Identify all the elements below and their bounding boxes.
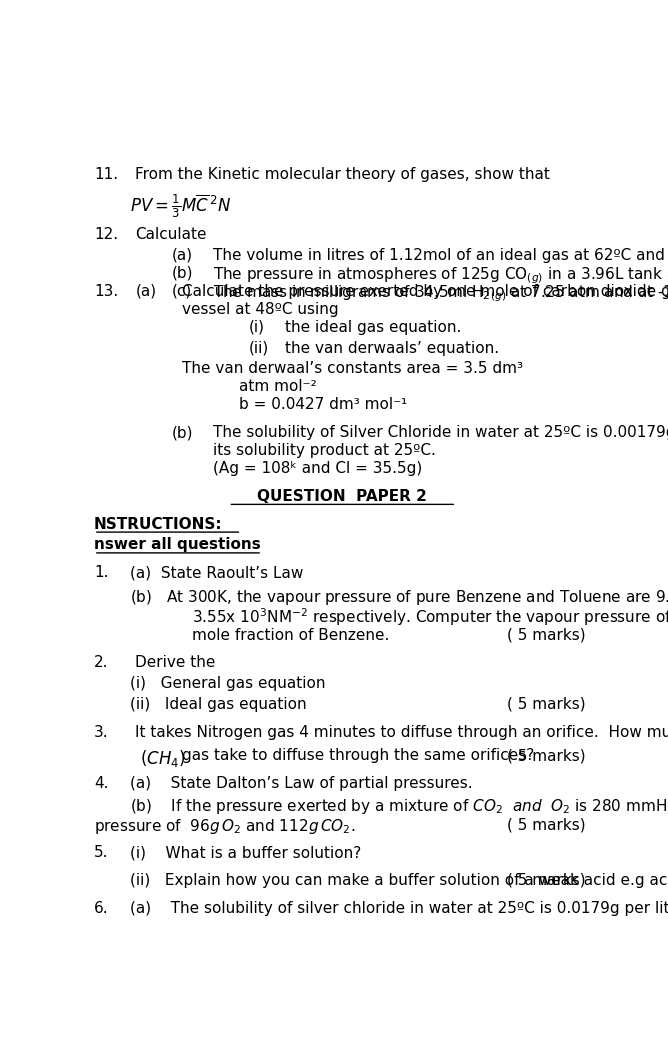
Text: NSTRUCTIONS:: NSTRUCTIONS: [94, 517, 222, 532]
Text: (b): (b) [172, 425, 193, 440]
Text: (a)    The solubility of silver chloride in water at 25ºC is 0.0179g per litre. : (a) The solubility of silver chloride in… [130, 900, 668, 916]
Text: 11.: 11. [94, 167, 118, 182]
Text: (ii): (ii) [249, 341, 269, 356]
Text: Derive the: Derive the [136, 655, 216, 671]
Text: ( 5 marks): ( 5 marks) [507, 748, 586, 763]
Text: its solubility product at 25ºC.: its solubility product at 25ºC. [213, 443, 436, 458]
Text: The pressure in atmospheres of 125g CO$_{(g)}$ in a 3.96L tank at 29$^\circ$C.: The pressure in atmospheres of 125g CO$_… [213, 265, 668, 286]
Text: ( 5 marks): ( 5 marks) [507, 628, 586, 642]
Text: (b)    If the pressure exerted by a mixture of $CO_2$  $and$  $O_2$ is 280 mmHg.: (b) If the pressure exerted by a mixture… [130, 797, 668, 816]
Text: nswer all questions: nswer all questions [94, 537, 261, 553]
Text: (ii)   Explain how you can make a buffer solution of a weak acid e.g acetic acid: (ii) Explain how you can make a buffer s… [130, 873, 668, 888]
Text: gas take to diffuse through the same orifices?: gas take to diffuse through the same ori… [182, 748, 534, 763]
Text: (a): (a) [172, 247, 192, 263]
Text: 12.: 12. [94, 227, 118, 242]
Text: $PV = \frac{1}{3}M\overline{C}^{\,2}N$: $PV = \frac{1}{3}M\overline{C}^{\,2}N$ [130, 193, 231, 220]
Text: 5.: 5. [94, 846, 108, 860]
Text: 3.55x 10$^3$NM$^{-2}$ respectively. Computer the vapour pressure of a solution c: 3.55x 10$^3$NM$^{-2}$ respectively. Comp… [192, 607, 668, 629]
Text: b = 0.0427 dm³ mol⁻¹: b = 0.0427 dm³ mol⁻¹ [239, 397, 407, 413]
Text: 2.: 2. [94, 655, 108, 671]
Text: vessel at 48ºC using: vessel at 48ºC using [182, 302, 339, 317]
Text: (a)  State Raoult’s Law: (a) State Raoult’s Law [130, 565, 303, 580]
Text: 1.: 1. [94, 565, 108, 580]
Text: ( 5 marks): ( 5 marks) [507, 873, 586, 888]
Text: The mass in milligrams of 34.5ml H$_2$$_{(g)}$ at 7.25 atm and at -12$^\circ$C.: The mass in milligrams of 34.5ml H$_2$$_… [213, 284, 668, 304]
Text: 13.: 13. [94, 284, 118, 299]
Text: Calculate: Calculate [136, 227, 207, 242]
Text: It takes Nitrogen gas 4 minutes to diffuse through an orifice.  How much time wi: It takes Nitrogen gas 4 minutes to diffu… [136, 724, 668, 739]
Text: mole fraction of Benzene.: mole fraction of Benzene. [192, 628, 389, 642]
Text: $\left(CH_4\right)$: $\left(CH_4\right)$ [140, 748, 186, 769]
Text: (ii)   Ideal gas equation: (ii) Ideal gas equation [130, 697, 307, 712]
Text: ( 5 marks): ( 5 marks) [507, 697, 586, 712]
Text: (b): (b) [172, 265, 193, 281]
Text: (i)    What is a buffer solution?: (i) What is a buffer solution? [130, 846, 361, 860]
Text: the ideal gas equation.: the ideal gas equation. [285, 320, 462, 335]
Text: (b)   At 300K, the vapour pressure of pure Benzene and Toluene are 9.66x10$^3$NM: (b) At 300K, the vapour pressure of pure… [130, 585, 668, 608]
Text: 6.: 6. [94, 900, 108, 916]
Text: Calculate the pressure exerted by one mole of carbon dioxide gas in a1.32dm³: Calculate the pressure exerted by one mo… [182, 284, 668, 299]
Text: (i)   General gas equation: (i) General gas equation [130, 676, 325, 691]
Text: The van derwaal’s constants area = 3.5 dm³: The van derwaal’s constants area = 3.5 d… [182, 361, 523, 377]
Text: (a)    State Dalton’s Law of partial pressures.: (a) State Dalton’s Law of partial pressu… [130, 776, 473, 791]
Text: pressure of  $96g\,O_2$ and $112g\,CO_2$.: pressure of $96g\,O_2$ and $112g\,CO_2$. [94, 817, 355, 836]
Text: From the Kinetic molecular theory of gases, show that: From the Kinetic molecular theory of gas… [136, 167, 550, 182]
Text: (Ag = 108ᵏ and Cl = 35.5g): (Ag = 108ᵏ and Cl = 35.5g) [213, 461, 422, 476]
Text: (i): (i) [249, 320, 265, 335]
Text: The solubility of Silver Chloride in water at 25ºC is 0.00179g per litre.Calcula: The solubility of Silver Chloride in wat… [213, 425, 668, 440]
Text: the van derwaals’ equation.: the van derwaals’ equation. [285, 341, 500, 356]
Text: (a): (a) [136, 284, 156, 299]
Text: 3.: 3. [94, 724, 108, 739]
Text: ( 5 marks): ( 5 marks) [507, 817, 586, 833]
Text: QUESTION  PAPER 2: QUESTION PAPER 2 [257, 489, 428, 504]
Text: (c): (c) [172, 284, 192, 299]
Text: atm mol⁻²: atm mol⁻² [239, 379, 317, 395]
Text: The volume in litres of 1.12mol of an ideal gas at 62ºC and 1.38atm.: The volume in litres of 1.12mol of an id… [213, 247, 668, 263]
Text: 4.: 4. [94, 776, 108, 791]
